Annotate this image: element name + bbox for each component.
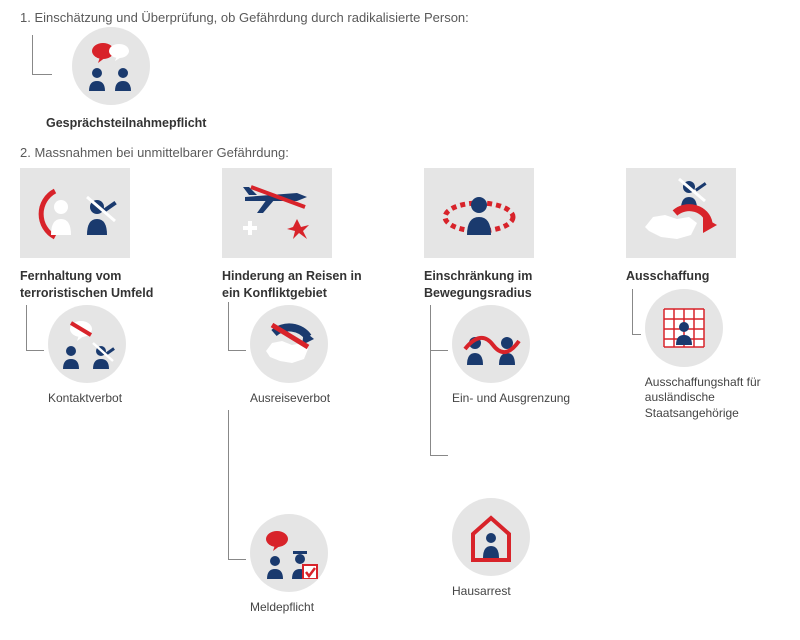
no-exit-icon [250,305,328,383]
conversation-label: Gesprächsteilnahmepflicht [46,115,206,131]
col-2-label: Einschränkung im Bewegungsradius [424,268,574,301]
deportation-icon [626,168,736,258]
section-2-title: 2. Massnahmen bei unmittelbarer Gefährdu… [20,145,780,160]
col-3-label: Ausschaffung [626,268,776,284]
detention-label: Ausschaffungshaft für ausländische Staat… [645,375,776,422]
exclusion-icon [20,168,130,258]
in-out-exclusion-icon [452,305,530,383]
in-out-exclusion-label: Ein- und Ausgrenzung [452,391,570,407]
col-2: Einschränkung im Bewegungsradius Ein- un… [424,168,574,616]
detention-icon [645,289,723,367]
col-1-label: Hinderung an Reisen in ein Konfliktgebie… [222,268,372,301]
section-1-title: 1. Einschätzung und Überprüfung, ob Gefä… [20,10,780,25]
connector [632,289,641,335]
house-arrest-label: Hausarrest [452,584,530,600]
col-0-label: Fernhaltung vom terroristischen Umfeld [20,268,170,301]
connector [228,302,246,348]
connector [228,410,246,560]
report-duty-label: Meldepflicht [250,600,328,616]
col-3: Ausschaffung [626,168,776,616]
connector [430,306,448,456]
col-1: Hinderung an Reisen in ein Konfliktgebie… [222,168,372,616]
section-2: 2. Massnahmen bei unmittelbarer Gefährdu… [20,145,780,616]
house-arrest-icon [452,498,530,576]
conversation-icon [72,27,150,105]
col-0: Fernhaltung vom terroristischen Umfeld [20,168,170,616]
connector [26,305,44,351]
movement-restrict-icon [424,168,534,258]
connector [32,35,52,75]
report-duty-icon [250,514,328,592]
no-contact-label: Kontaktverbot [48,391,126,407]
no-contact-icon [48,305,126,383]
no-travel-icon [222,168,332,258]
section-1: 1. Einschätzung und Überprüfung, ob Gefä… [20,10,780,131]
no-exit-label: Ausreiseverbot [250,391,330,407]
